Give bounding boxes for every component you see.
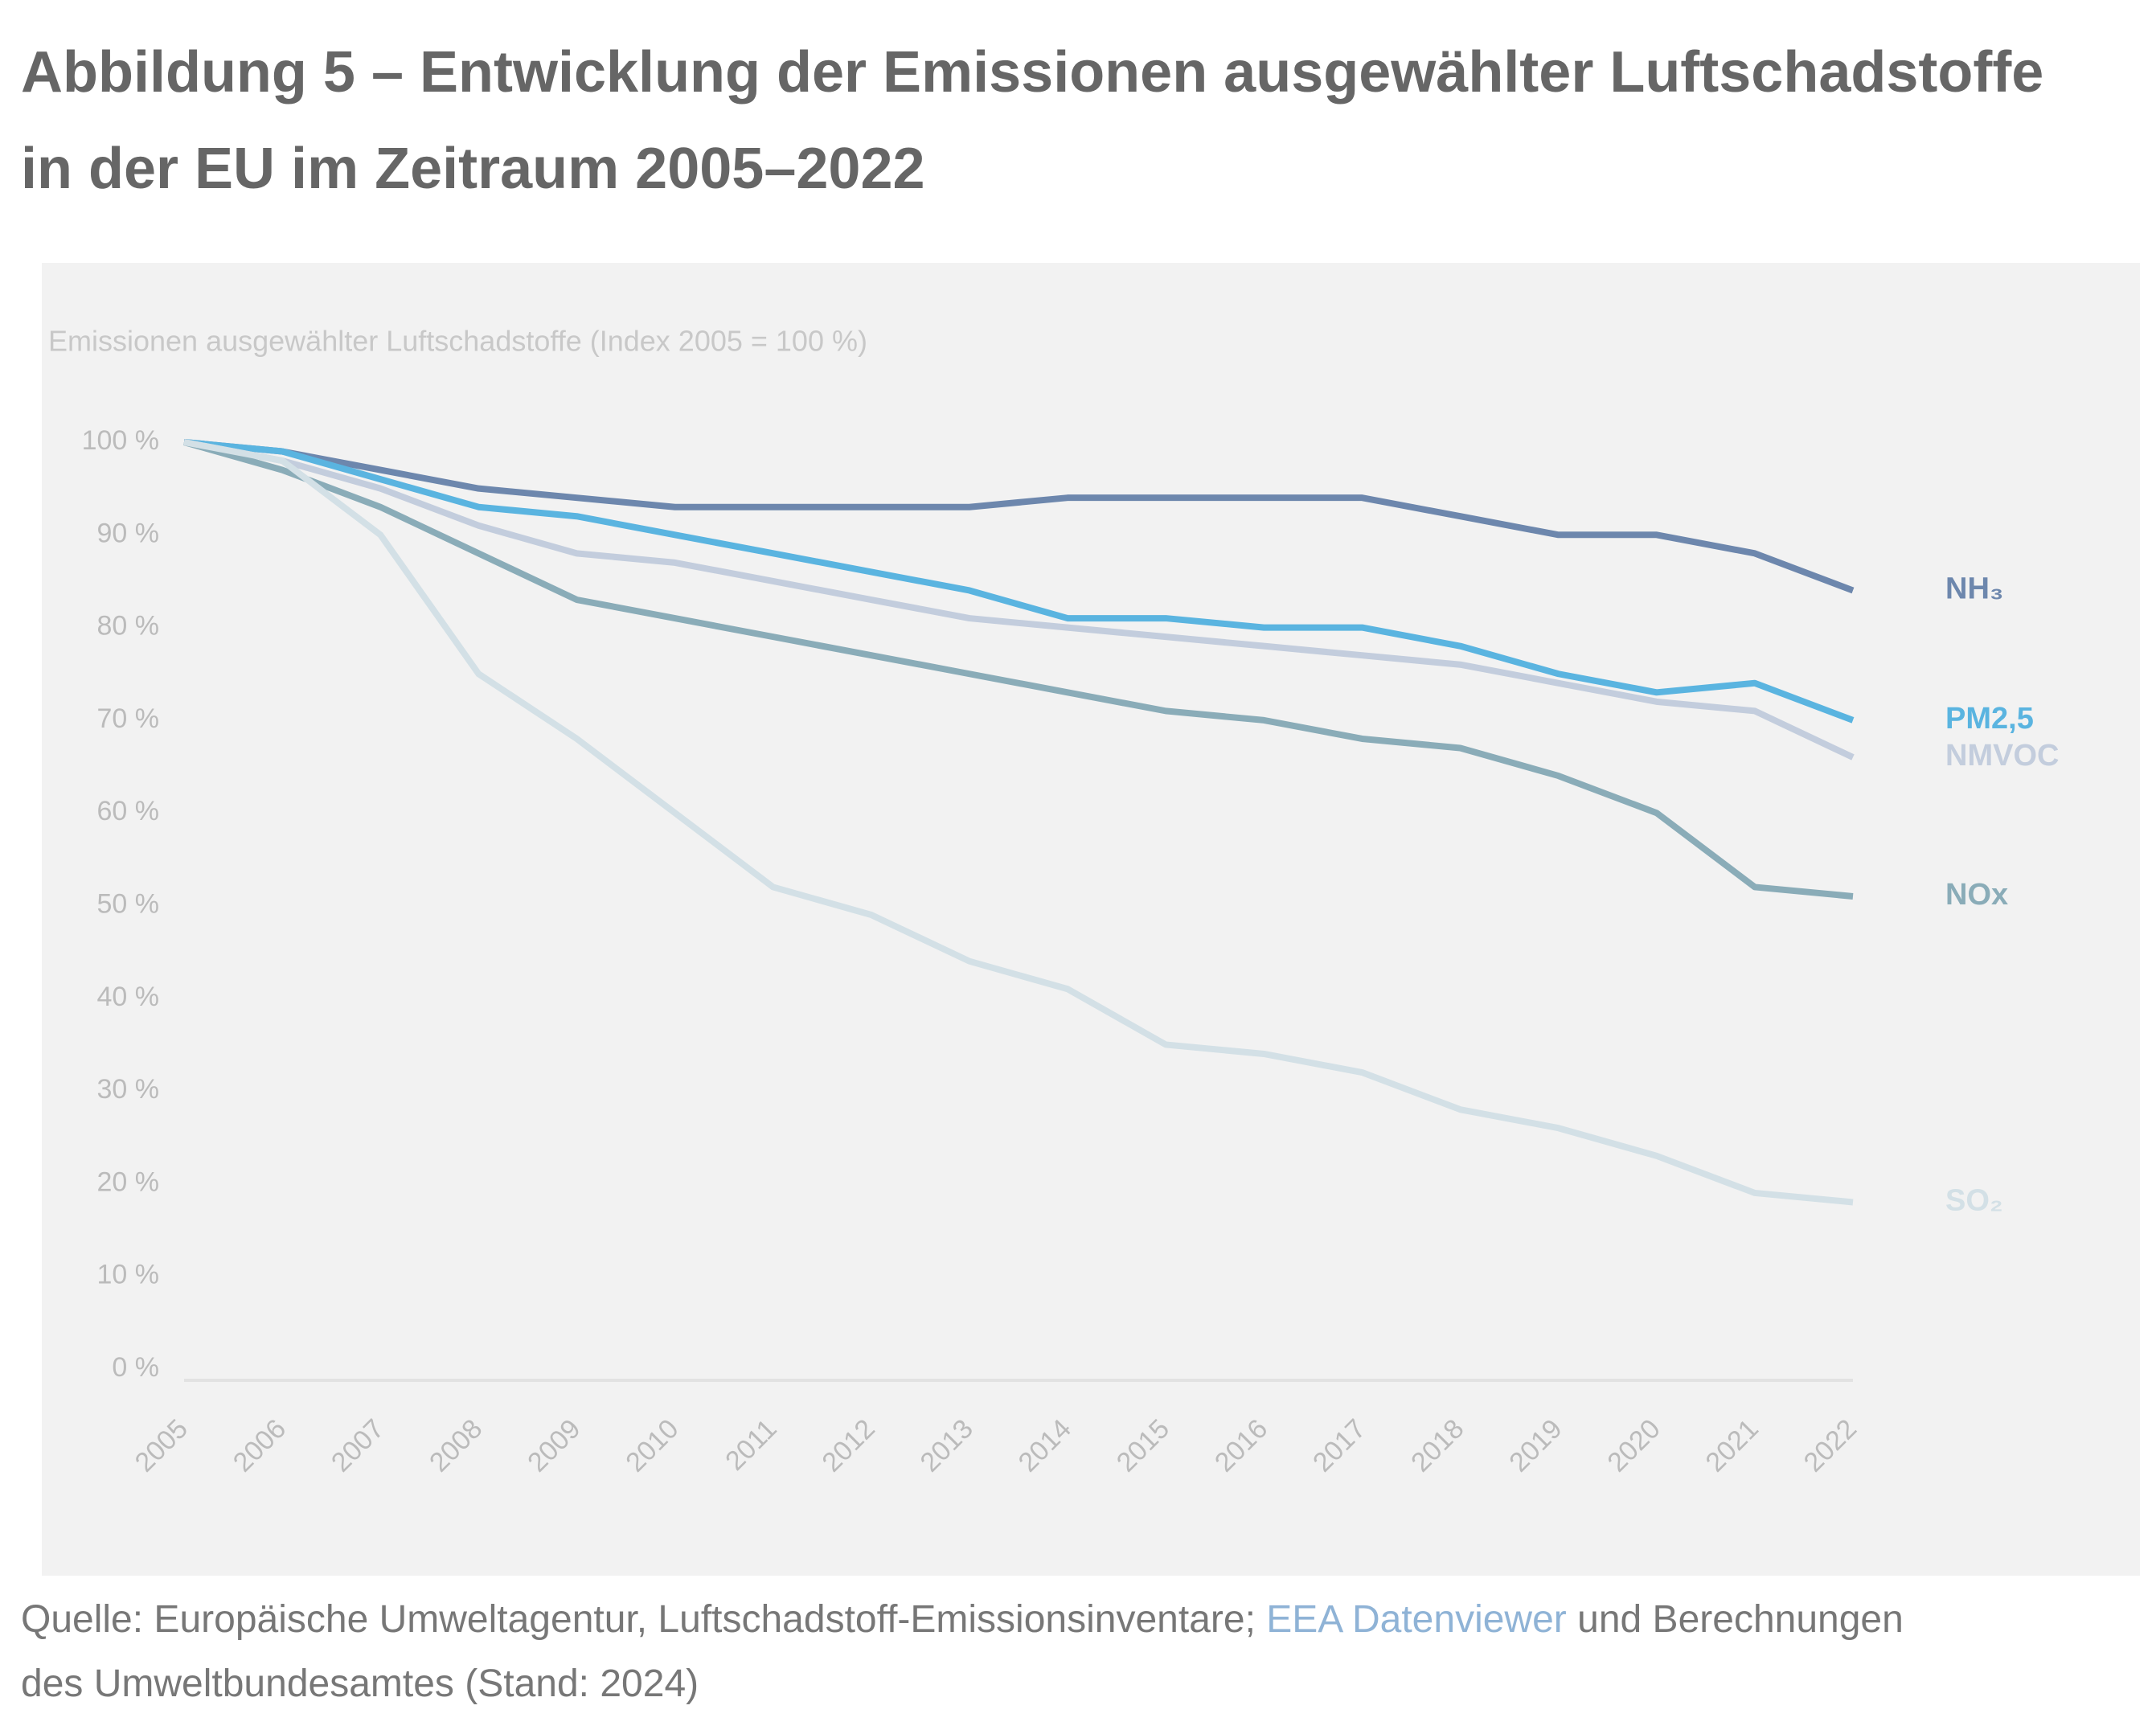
series-label: NOx <box>1945 878 2008 912</box>
series-line <box>183 439 1855 594</box>
y-tick-label: 30 % <box>97 1074 160 1105</box>
footnote: Quelle: Europäische Umweltagentur, Lufts… <box>21 1588 1950 1716</box>
series-label: NMVOC <box>1945 739 2059 773</box>
source-link[interactable]: EEA Datenviewer <box>1266 1598 1567 1641</box>
y-tick-label: 90 % <box>97 518 160 548</box>
page-title: Abbildung 5 – Entwicklung der Emissionen… <box>21 40 2044 201</box>
series-line <box>183 439 1854 1206</box>
series-line <box>183 439 1855 724</box>
chart-subtitle: Emissionen ausgewählter Luftschadstoffe … <box>48 325 867 358</box>
series-label: NH₃ <box>1945 572 2003 606</box>
source: Quelle: Europäische Umweltagentur, Lufts… <box>21 1598 1256 1641</box>
y-tick-label: 0 % <box>112 1352 159 1383</box>
y-tick-label: 80 % <box>97 611 160 642</box>
series-line <box>183 439 1855 761</box>
y-tick-label: 50 % <box>97 888 160 919</box>
series-label: PM2,5 <box>1945 702 2034 736</box>
y-tick-label: 70 % <box>97 703 160 734</box>
y-tick-label: 60 % <box>97 796 160 826</box>
note: und Berechnungen des Umweltbundesamtes (… <box>21 1598 1904 1705</box>
series-line <box>182 439 1854 900</box>
y-tick-label: 20 % <box>97 1166 160 1197</box>
series-label: SO₂ <box>1945 1183 2003 1217</box>
y-tick-label: 10 % <box>97 1260 160 1290</box>
y-tick-label: 100 % <box>82 425 159 456</box>
y-tick-label: 40 % <box>97 982 160 1012</box>
